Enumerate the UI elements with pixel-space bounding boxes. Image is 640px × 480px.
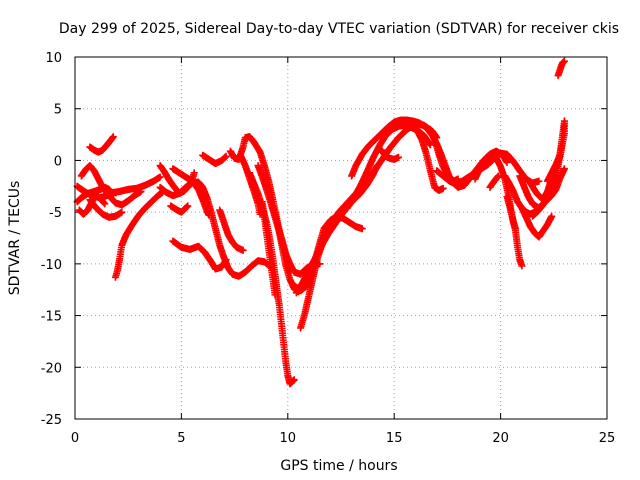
series-arc-11 <box>167 202 192 216</box>
series-arc-26 <box>377 146 402 163</box>
series-arc-5 <box>86 196 126 221</box>
plot-frame <box>74 56 608 420</box>
data-point <box>426 141 434 149</box>
series-arc-14 <box>216 206 247 254</box>
x-tick-label: 25 <box>599 431 616 446</box>
data-point <box>137 187 145 195</box>
series-arc-7 <box>111 188 166 281</box>
x-tick-label: 0 <box>71 431 79 446</box>
y-tick-labels: -25 -20 -15 -10 -5 0 5 10 <box>41 51 62 428</box>
y-tick-label: -20 <box>41 361 62 376</box>
data-point <box>560 117 568 125</box>
data-point <box>222 152 230 160</box>
x-tick-label: 10 <box>280 431 297 446</box>
y-axis-title: SDTVAR / TECUs <box>7 181 23 296</box>
y-tick-label: -25 <box>41 413 62 428</box>
series-arc-24 <box>343 121 434 212</box>
data-point <box>109 133 117 141</box>
series-arc-27 <box>414 127 447 194</box>
data-point <box>548 212 556 220</box>
data-point <box>560 165 568 173</box>
series-arc-39 <box>554 57 568 80</box>
x-axis-title: GPS time / hours <box>280 458 397 474</box>
data-point <box>222 256 230 264</box>
x-tick-label: 15 <box>386 431 403 446</box>
data-point <box>205 211 213 219</box>
data-point <box>560 57 568 65</box>
data-points <box>73 57 568 388</box>
data-point <box>118 208 126 216</box>
y-tick-label: 5 <box>54 103 62 118</box>
series-arc-25 <box>348 116 462 185</box>
data-point <box>271 291 279 299</box>
data-point <box>394 153 402 161</box>
data-point <box>439 184 447 192</box>
y-tick-label: -15 <box>41 310 62 325</box>
y-tick-label: -10 <box>41 258 62 273</box>
data-point <box>503 158 511 166</box>
data-point <box>184 202 192 210</box>
grid-lines <box>75 57 607 419</box>
data-point <box>518 262 526 270</box>
series-arc-3 <box>77 162 145 209</box>
data-point <box>535 177 543 185</box>
x-tick-labels: 0 5 10 15 20 25 <box>71 431 615 446</box>
series-arc-31 <box>486 172 502 191</box>
series-arc-10 <box>169 165 213 219</box>
series-arc-6 <box>86 133 117 156</box>
data-point <box>290 376 298 384</box>
data-point <box>494 172 502 180</box>
series-arc-12 <box>169 237 230 273</box>
y-tick-label: 10 <box>45 51 62 66</box>
series-arc-33 <box>503 193 526 270</box>
axis-ticks <box>74 56 608 420</box>
data-point <box>358 225 366 233</box>
chart-title: Day 299 of 2025, Sidereal Day-to-day VTE… <box>59 21 619 37</box>
x-tick-label: 5 <box>177 431 185 446</box>
data-point <box>101 200 109 208</box>
series-arc-38 <box>543 117 568 185</box>
series-arc-35 <box>518 204 556 241</box>
y-tick-label: -5 <box>49 206 62 221</box>
x-tick-label: 20 <box>492 431 509 446</box>
y-tick-label: 0 <box>54 154 62 169</box>
data-point <box>156 173 164 181</box>
data-point <box>190 169 198 177</box>
data-point <box>239 246 247 254</box>
series-arc-19 <box>258 198 279 299</box>
series-arc-13 <box>199 151 230 168</box>
